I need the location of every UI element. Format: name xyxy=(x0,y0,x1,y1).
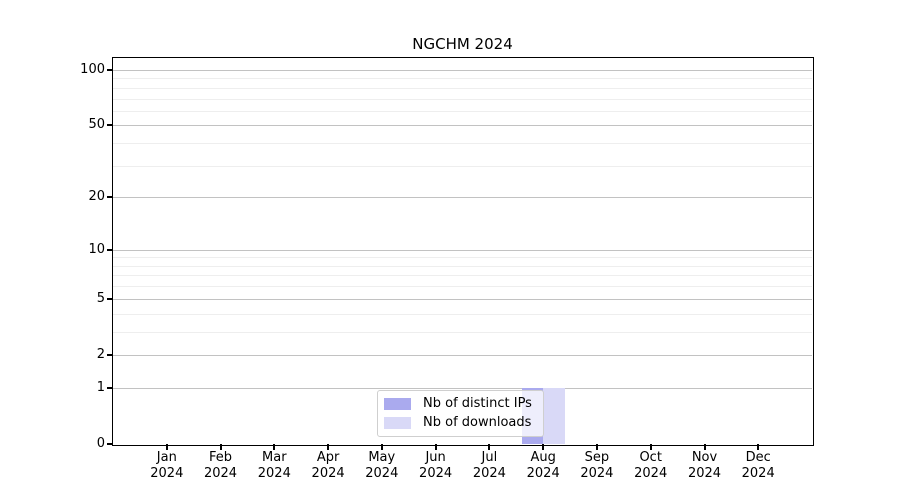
y-gridline-minor xyxy=(113,87,812,89)
y-tick xyxy=(107,443,113,445)
legend-item-downloads: Nb of downloads xyxy=(384,415,537,431)
y-gridline-minor xyxy=(113,331,812,333)
x-tick xyxy=(542,444,545,450)
x-tick xyxy=(380,444,383,450)
y-gridline-major xyxy=(113,69,812,71)
x-tick-label: May 2024 xyxy=(365,450,399,481)
y-tick xyxy=(107,248,113,251)
y-tick xyxy=(107,196,113,199)
x-tick xyxy=(703,444,706,450)
y-tick xyxy=(107,297,113,300)
y-tick-label: 20 xyxy=(88,189,105,205)
y-tick xyxy=(107,386,113,389)
y-gridline-major xyxy=(113,249,812,251)
y-gridline-minor xyxy=(113,275,812,277)
x-tick xyxy=(165,444,168,450)
y-gridline-major xyxy=(113,197,812,199)
x-tick-label: Aug 2024 xyxy=(526,450,560,481)
y-gridline-minor xyxy=(113,313,812,315)
x-tick xyxy=(273,444,276,450)
y-tick-label: 5 xyxy=(96,290,105,306)
y-tick xyxy=(107,354,113,356)
y-tick-label: 100 xyxy=(80,61,105,77)
x-tick xyxy=(595,444,598,450)
y-gridline-major xyxy=(113,298,812,300)
x-tick-label: Feb 2024 xyxy=(203,450,238,481)
y-gridline-minor xyxy=(113,265,812,267)
y-gridline-minor xyxy=(113,165,812,167)
x-tick-label: Sep 2024 xyxy=(580,450,614,481)
y-tick-label: 10 xyxy=(88,241,105,257)
y-gridline-major xyxy=(113,125,812,127)
legend-swatch-downloads xyxy=(384,416,411,429)
legend: Nb of distinct IPs Nb of downloads xyxy=(377,390,544,437)
y-tick-label: 0 xyxy=(96,436,105,451)
x-tick xyxy=(488,444,491,450)
x-tick xyxy=(327,444,330,450)
y-gridline-minor xyxy=(113,286,812,288)
y-tick xyxy=(107,124,113,127)
y-gridline-minor xyxy=(113,98,812,100)
legend-label-downloads: Nb of downloads xyxy=(423,414,532,430)
chart-title: NGCHM 2024 xyxy=(412,35,513,53)
legend-swatch-distinct-ips xyxy=(384,398,411,411)
x-tick xyxy=(649,444,652,450)
legend-item-distinct-ips: Nb of distinct IPs xyxy=(384,396,537,412)
plot-area xyxy=(111,56,814,446)
y-gridline-major xyxy=(113,387,812,389)
y-tick xyxy=(107,68,113,71)
legend-label-distinct-ips: Nb of distinct IPs xyxy=(423,396,532,412)
x-tick-label: Oct 2024 xyxy=(634,450,668,481)
y-gridline-minor xyxy=(113,143,812,144)
y-tick-label: 2 xyxy=(96,347,105,362)
y-gridline-minor xyxy=(113,110,812,112)
y-gridline-minor xyxy=(113,257,812,259)
x-tick-label: Mar 2024 xyxy=(257,450,291,481)
x-tick xyxy=(434,444,437,450)
x-tick-label: Dec 2024 xyxy=(741,450,775,481)
y-tick-label: 50 xyxy=(88,117,105,133)
y-gridline-major xyxy=(113,355,812,356)
bar-downloads xyxy=(543,387,565,444)
x-tick xyxy=(757,444,760,450)
x-tick-label: Nov 2024 xyxy=(687,450,722,481)
x-tick xyxy=(219,444,222,450)
y-tick-label: 1 xyxy=(96,379,105,395)
y-gridline-minor xyxy=(113,78,812,80)
x-tick-label: Jan 2024 xyxy=(150,450,184,481)
x-tick-label: Jun 2024 xyxy=(419,450,453,481)
x-tick-label: Apr 2024 xyxy=(311,450,345,481)
x-tick-label: Jul 2024 xyxy=(472,450,506,481)
